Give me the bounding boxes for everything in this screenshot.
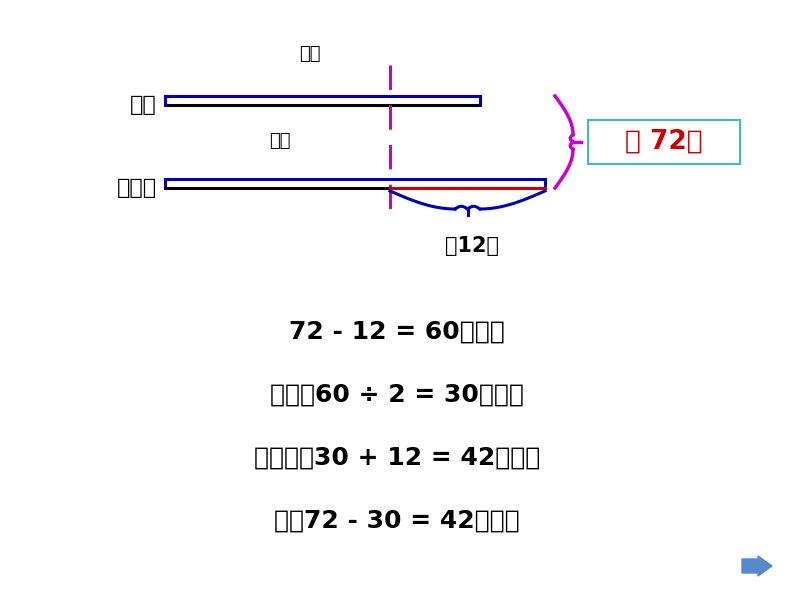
Text: 姜小牙：30 + 12 = 42（朵）: 姜小牙：30 + 12 = 42（朵） (254, 446, 540, 470)
Text: 多12朵: 多12朵 (445, 236, 499, 256)
Text: ？朵: ？朵 (299, 45, 321, 63)
Text: 或：72 - 30 = 42（朵）: 或：72 - 30 = 42（朵） (274, 509, 520, 533)
Text: 铁头：60 ÷ 2 = 30（朵）: 铁头：60 ÷ 2 = 30（朵） (270, 383, 524, 407)
Text: 72 - 12 = 60（朵）: 72 - 12 = 60（朵） (289, 320, 505, 344)
FancyArrow shape (742, 556, 772, 576)
FancyBboxPatch shape (588, 120, 740, 164)
Text: 铁头: 铁头 (130, 95, 157, 115)
Text: 共 72朵: 共 72朵 (625, 129, 703, 155)
Text: 姜小牙: 姜小牙 (117, 178, 157, 198)
Text: ？朵: ？朵 (269, 132, 291, 150)
